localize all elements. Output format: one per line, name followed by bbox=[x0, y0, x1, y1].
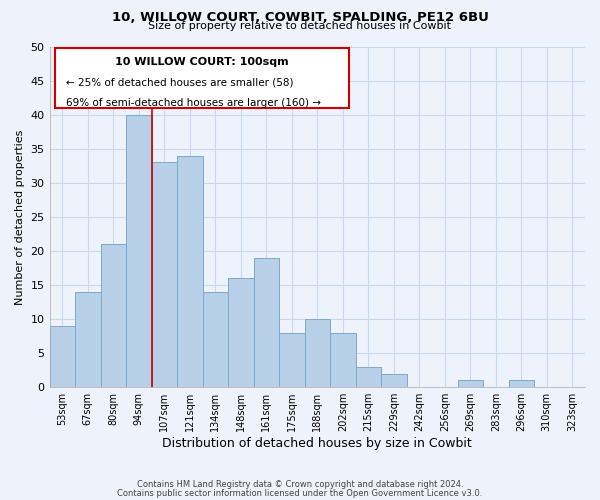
Text: 69% of semi-detached houses are larger (160) →: 69% of semi-detached houses are larger (… bbox=[65, 98, 320, 108]
Y-axis label: Number of detached properties: Number of detached properties bbox=[15, 129, 25, 304]
Text: Contains public sector information licensed under the Open Government Licence v3: Contains public sector information licen… bbox=[118, 488, 482, 498]
Bar bbox=[254, 258, 279, 387]
Bar bbox=[152, 162, 177, 387]
Bar bbox=[279, 332, 305, 387]
Bar bbox=[101, 244, 126, 387]
X-axis label: Distribution of detached houses by size in Cowbit: Distribution of detached houses by size … bbox=[163, 437, 472, 450]
Bar bbox=[75, 292, 101, 387]
Bar bbox=[381, 374, 407, 387]
Bar bbox=[356, 367, 381, 387]
Text: 10, WILLOW COURT, COWBIT, SPALDING, PE12 6BU: 10, WILLOW COURT, COWBIT, SPALDING, PE12… bbox=[112, 11, 488, 24]
Bar bbox=[177, 156, 203, 387]
Bar bbox=[203, 292, 228, 387]
FancyBboxPatch shape bbox=[55, 48, 349, 108]
Text: Contains HM Land Registry data © Crown copyright and database right 2024.: Contains HM Land Registry data © Crown c… bbox=[137, 480, 463, 489]
Bar bbox=[50, 326, 75, 387]
Text: Size of property relative to detached houses in Cowbit: Size of property relative to detached ho… bbox=[149, 21, 452, 31]
Bar bbox=[458, 380, 483, 387]
Text: 10 WILLOW COURT: 100sqm: 10 WILLOW COURT: 100sqm bbox=[115, 56, 289, 66]
Bar bbox=[330, 332, 356, 387]
Bar bbox=[126, 114, 152, 387]
Bar bbox=[509, 380, 534, 387]
Text: ← 25% of detached houses are smaller (58): ← 25% of detached houses are smaller (58… bbox=[65, 77, 293, 87]
Bar bbox=[228, 278, 254, 387]
Bar bbox=[305, 319, 330, 387]
